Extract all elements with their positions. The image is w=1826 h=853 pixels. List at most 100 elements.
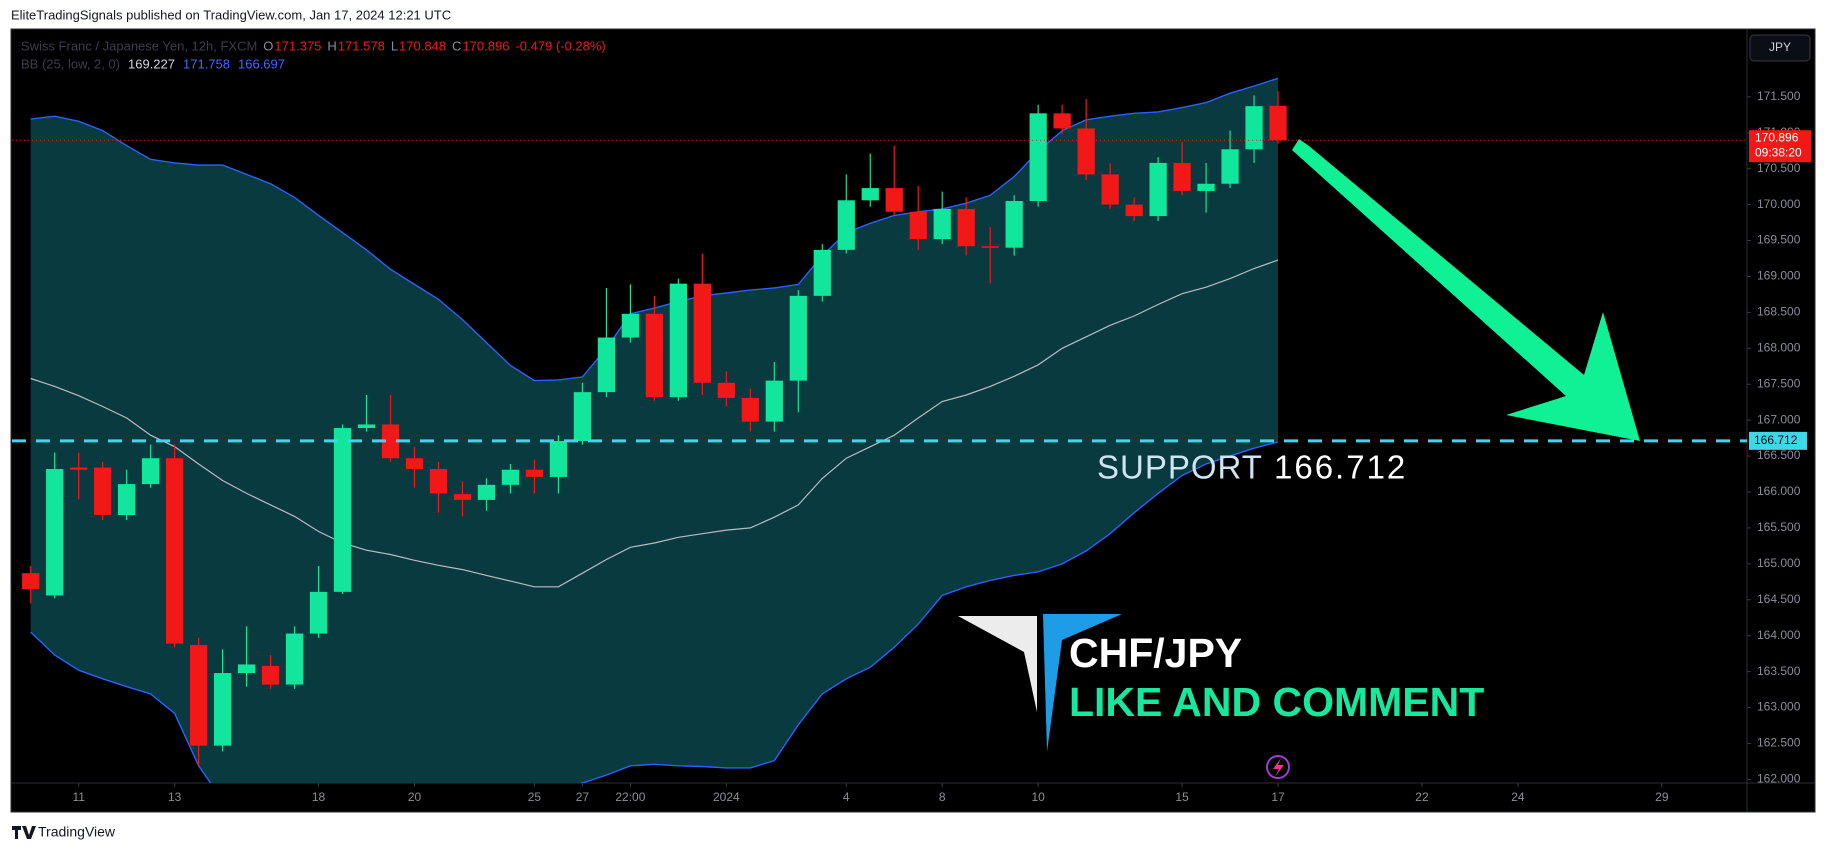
- tv-logo: [12, 826, 36, 839]
- candle-body: [885, 188, 903, 212]
- legend-close: 170.896: [462, 38, 509, 53]
- bb-legend-lower: 166.697: [238, 56, 285, 71]
- y-tick-label: 165.000: [1757, 556, 1801, 570]
- x-tick-label: 15: [1175, 790, 1189, 804]
- bb-legend-label: BB (25, low, 2, 0): [21, 56, 120, 71]
- y-tick-label: 169.500: [1757, 233, 1801, 247]
- y-tick-label: 168.500: [1757, 305, 1801, 319]
- y-tick-label: 162.000: [1757, 772, 1801, 786]
- x-tick-label: 11: [72, 790, 85, 804]
- y-tick-label: 169.000: [1757, 269, 1801, 283]
- candle-body: [1269, 105, 1287, 141]
- y-tick-label: 167.000: [1757, 412, 1801, 426]
- x-tick-label: 27: [576, 790, 590, 804]
- support-value: 166.712: [1274, 449, 1407, 486]
- candle-body: [837, 200, 855, 250]
- candle-body: [309, 591, 328, 634]
- bb-lower: [30, 441, 1279, 783]
- currency-button[interactable]: [1749, 34, 1811, 62]
- x-tick-label: 2024: [713, 790, 740, 804]
- call-label: LIKE AND COMMENT: [1069, 679, 1484, 725]
- candle-body: [597, 337, 616, 393]
- candle-body: [525, 469, 544, 477]
- x-tick-label: 24: [1511, 790, 1525, 804]
- alert-icon[interactable]: [1266, 755, 1290, 779]
- candle-body: [1101, 174, 1119, 205]
- candle-body: [477, 484, 496, 500]
- candle-body: [142, 458, 160, 485]
- candle-body: [285, 633, 304, 685]
- candle-body: [501, 469, 520, 485]
- candle-body: [357, 424, 376, 429]
- candle-body: [981, 246, 999, 248]
- candle-body: [1005, 201, 1023, 248]
- pair-label: CHF/JPY: [1069, 630, 1242, 676]
- candle-body: [813, 249, 831, 296]
- x-tick-label: 29: [1655, 790, 1669, 804]
- x-tick-label: 25: [528, 790, 542, 804]
- candle-body: [261, 665, 280, 685]
- candle-body: [1077, 128, 1095, 175]
- footer-brand: TradingView: [38, 824, 116, 840]
- x-tick-label: 22:00: [615, 790, 645, 804]
- support-label: SUPPORT: [1097, 449, 1263, 486]
- candle-body: [693, 283, 711, 383]
- candle-body: [333, 428, 352, 592]
- y-tick-label: 171.500: [1757, 89, 1801, 103]
- candle-body: [909, 211, 927, 240]
- countdown-label: 09:38:20: [1755, 145, 1802, 159]
- candle-body: [717, 382, 735, 398]
- legend-h: H: [327, 38, 336, 53]
- bb-basis: [30, 259, 1279, 588]
- y-tick-label: 166.500: [1757, 448, 1801, 462]
- y-tick-label: 167.500: [1757, 376, 1801, 390]
- down-arrow: [1292, 139, 1640, 441]
- candle-body: [1053, 113, 1071, 129]
- y-tick-label: 162.500: [1757, 736, 1801, 750]
- currency-label: JPY: [1769, 40, 1791, 54]
- publish-header: EliteTradingSignals published on Trading…: [11, 7, 451, 22]
- logo-blue: [1043, 614, 1122, 752]
- x-tick-label: 13: [168, 790, 182, 804]
- y-tick-label: 163.500: [1757, 664, 1801, 678]
- bb-legend-upper: 171.758: [183, 56, 230, 71]
- y-tick-label: 165.500: [1757, 520, 1801, 534]
- y-tick-label: 166.000: [1757, 484, 1801, 498]
- x-tick-label: 22: [1415, 790, 1429, 804]
- x-tick-label: 4: [843, 790, 850, 804]
- legend-l: L: [391, 38, 398, 53]
- plot-area: [12, 77, 1747, 783]
- legend-c: C: [452, 38, 461, 53]
- logo-white: [958, 616, 1037, 712]
- y-tick-label: 164.500: [1757, 592, 1801, 606]
- y-tick-label: 163.000: [1757, 700, 1801, 714]
- y-tick-label: 170.000: [1757, 197, 1801, 211]
- candle-body: [381, 424, 400, 459]
- x-tick-label: 8: [939, 790, 946, 804]
- candle-body: [1125, 204, 1143, 217]
- candle-body: [621, 313, 640, 338]
- candle-body: [1029, 113, 1047, 202]
- candle-body: [213, 673, 232, 746]
- last-price-tag: [1749, 130, 1811, 163]
- candle-body: [789, 295, 807, 381]
- x-tick-label: 18: [312, 790, 326, 804]
- support-axis-label: 166.712: [1754, 433, 1798, 447]
- candle-body: [1197, 183, 1215, 191]
- legend-high: 171.578: [338, 38, 385, 53]
- x-tick-label: 20: [408, 790, 422, 804]
- y-tick-label: 170.500: [1757, 161, 1801, 175]
- candle-body: [957, 208, 975, 247]
- candle-body: [1149, 162, 1167, 217]
- x-tick-label: 10: [1031, 790, 1045, 804]
- candle-body: [94, 467, 112, 515]
- legend-symbol: Swiss Franc / Japanese Yen, 12h, FXCM: [21, 38, 257, 53]
- candle-body: [549, 440, 568, 477]
- y-tick-label: 168.000: [1757, 340, 1801, 354]
- legend-change: -0.479 (-0.28%): [515, 38, 605, 53]
- candle-body: [70, 467, 88, 470]
- last-price-label: 170.896: [1755, 130, 1799, 144]
- candle-body: [669, 283, 688, 398]
